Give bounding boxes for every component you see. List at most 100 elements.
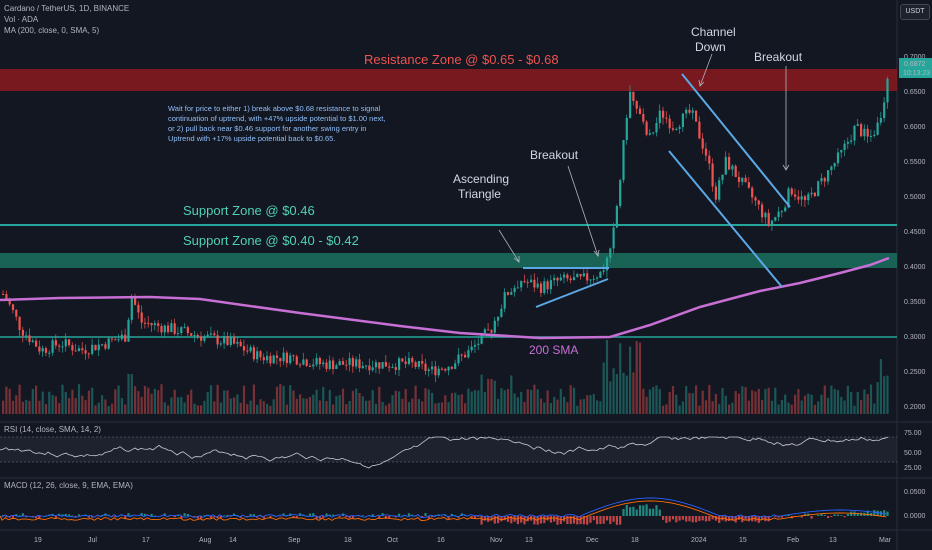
volume-bar bbox=[94, 405, 97, 414]
volume-bar bbox=[114, 389, 117, 414]
volume-bar bbox=[246, 404, 249, 414]
candle-body bbox=[322, 362, 325, 365]
macd-bar bbox=[18, 515, 21, 516]
candle-body bbox=[101, 344, 104, 346]
volume-bar bbox=[394, 390, 397, 414]
macd-bar bbox=[180, 516, 183, 519]
candle-body bbox=[2, 294, 5, 295]
candle-body bbox=[328, 360, 331, 369]
candle-body bbox=[246, 350, 249, 352]
volume-bar bbox=[728, 404, 731, 414]
price-tick: 0.7000 bbox=[904, 54, 926, 61]
volume-legend[interactable]: Vol · ADA bbox=[4, 15, 39, 24]
candle-body bbox=[262, 357, 265, 361]
macd-bar bbox=[312, 513, 315, 516]
candle-body bbox=[668, 118, 671, 129]
macd-bar bbox=[655, 505, 658, 516]
volume-bar bbox=[513, 393, 516, 414]
candle-body bbox=[483, 329, 486, 333]
candle-body bbox=[836, 152, 840, 164]
volume-bar bbox=[209, 385, 213, 414]
candle-body bbox=[388, 366, 391, 368]
candle-body bbox=[157, 323, 160, 326]
candle-body bbox=[440, 368, 444, 370]
volume-bar bbox=[180, 396, 183, 414]
channel-lower-line bbox=[668, 150, 783, 288]
volume-bar bbox=[685, 386, 688, 414]
volume-bar bbox=[401, 398, 404, 414]
volume-bar bbox=[850, 391, 853, 414]
volume-bar bbox=[358, 393, 361, 414]
volume-bar bbox=[536, 389, 539, 414]
candle-body bbox=[794, 194, 797, 197]
channel-upper-line bbox=[681, 73, 791, 208]
sma-label: 200 SMA bbox=[529, 343, 578, 357]
volume-bar bbox=[589, 395, 592, 414]
volume-bar bbox=[642, 388, 645, 414]
candle-body bbox=[450, 366, 453, 369]
macd-signal-line bbox=[0, 500, 887, 521]
macd-bar bbox=[401, 515, 404, 516]
volume-bar bbox=[328, 389, 331, 414]
candle-body bbox=[526, 282, 529, 284]
candle-body bbox=[774, 216, 777, 221]
macd-bar bbox=[787, 514, 790, 516]
volume-bar bbox=[701, 390, 704, 414]
candle-body bbox=[74, 350, 77, 352]
macd-bar bbox=[691, 516, 694, 523]
currency-button[interactable]: USDT bbox=[900, 4, 930, 20]
macd-bar bbox=[216, 516, 219, 519]
macd-bar bbox=[592, 516, 595, 521]
symbol-legend[interactable]: Cardano / TetherUS, 1D, BINANCE bbox=[4, 4, 130, 13]
volume-bar bbox=[493, 380, 496, 414]
macd-legend[interactable]: MACD (12, 26, close, 9, EMA, EMA) bbox=[4, 481, 133, 490]
volume-bar bbox=[873, 403, 876, 414]
volume-bar bbox=[526, 389, 529, 414]
candle-body bbox=[427, 369, 430, 371]
note-line: continuation of uptrend, with +47% upsid… bbox=[168, 114, 385, 123]
volume-bar bbox=[770, 400, 774, 414]
candle-body bbox=[444, 368, 447, 371]
candle-body bbox=[252, 347, 255, 360]
volume-bar bbox=[414, 385, 417, 414]
candle-body bbox=[817, 181, 820, 197]
price-axis[interactable]: 0.7000 0.6500 0.6000 0.5500 0.5000 0.4500 0.40… bbox=[904, 54, 926, 411]
macd-bar bbox=[490, 516, 493, 521]
candle-body bbox=[695, 110, 698, 122]
macd-bar bbox=[361, 515, 364, 516]
candle-body bbox=[358, 359, 361, 369]
macd-bar bbox=[803, 513, 807, 516]
macd-bar bbox=[823, 515, 826, 516]
time-axis[interactable]: 19 Jul 17 Aug 14 Sep 18 Oct 16 Nov 13 Dec 18 2024 15 Fe… bbox=[34, 537, 892, 544]
rsi-legend[interactable]: RSI (14, close, SMA, 14, 2) bbox=[4, 425, 101, 434]
macd-bar bbox=[239, 516, 242, 518]
volume-bar bbox=[840, 396, 843, 414]
candle-body bbox=[645, 121, 648, 135]
triangle-bottom-line bbox=[535, 278, 609, 308]
macd-bar bbox=[625, 504, 628, 516]
ma-legend[interactable]: MA (200, close, 0, SMA, 5) bbox=[4, 26, 100, 35]
candle-body bbox=[629, 91, 632, 118]
candle-body bbox=[216, 335, 219, 345]
candle-body bbox=[153, 323, 156, 326]
volume-bar bbox=[586, 395, 589, 414]
volume-bar bbox=[483, 392, 486, 414]
candle-body bbox=[431, 366, 434, 370]
macd-bar bbox=[282, 513, 285, 516]
volume-bar bbox=[437, 402, 440, 414]
macd-bar bbox=[688, 516, 691, 522]
volume-bars bbox=[2, 339, 889, 414]
macd-bar bbox=[714, 516, 717, 521]
candle-body bbox=[391, 367, 394, 369]
annotation-arrows bbox=[498, 53, 790, 263]
macd-bar bbox=[589, 516, 592, 523]
macd-bar bbox=[338, 516, 341, 518]
volume-bar bbox=[615, 373, 618, 414]
volume-bar bbox=[398, 391, 401, 414]
volume-bar bbox=[292, 390, 295, 414]
volume-bar bbox=[480, 374, 483, 414]
candle-body bbox=[186, 327, 189, 334]
candle-body bbox=[272, 355, 275, 364]
candle-body bbox=[58, 345, 61, 347]
